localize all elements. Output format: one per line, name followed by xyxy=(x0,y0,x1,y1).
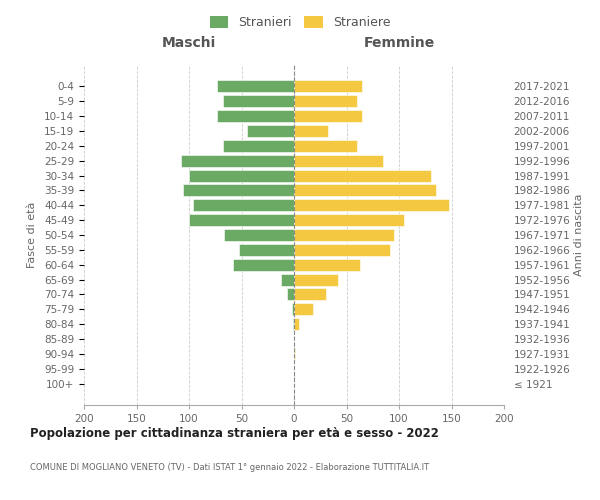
Bar xyxy=(189,214,294,226)
Bar xyxy=(294,200,449,211)
Y-axis label: Fasce di età: Fasce di età xyxy=(27,202,37,268)
Bar xyxy=(223,140,294,152)
Bar xyxy=(239,244,294,256)
Text: COMUNE DI MOGLIANO VENETO (TV) - Dati ISTAT 1° gennaio 2022 - Elaborazione TUTTI: COMUNE DI MOGLIANO VENETO (TV) - Dati IS… xyxy=(30,463,429,472)
Bar xyxy=(294,304,313,315)
Text: Femmine: Femmine xyxy=(364,36,434,50)
Bar xyxy=(294,274,338,285)
Bar xyxy=(294,348,295,360)
Bar xyxy=(217,80,294,92)
Bar xyxy=(294,155,383,166)
Bar xyxy=(287,288,294,300)
Bar xyxy=(294,214,404,226)
Bar xyxy=(224,229,294,241)
Bar xyxy=(217,110,294,122)
Bar xyxy=(292,304,294,315)
Bar xyxy=(223,96,294,107)
Bar xyxy=(294,96,357,107)
Y-axis label: Anni di nascita: Anni di nascita xyxy=(574,194,584,276)
Bar xyxy=(294,184,436,196)
Bar xyxy=(293,318,294,330)
Bar xyxy=(294,229,394,241)
Bar xyxy=(281,274,294,285)
Bar xyxy=(294,318,299,330)
Bar xyxy=(294,170,431,181)
Bar xyxy=(294,110,362,122)
Bar xyxy=(182,184,294,196)
Bar xyxy=(233,259,294,270)
Bar xyxy=(189,170,294,181)
Legend: Stranieri, Straniere: Stranieri, Straniere xyxy=(205,11,395,34)
Bar xyxy=(294,259,360,270)
Bar xyxy=(294,288,325,300)
Bar xyxy=(294,125,328,137)
Bar xyxy=(247,125,294,137)
Bar xyxy=(294,244,389,256)
Bar xyxy=(294,80,362,92)
Text: Maschi: Maschi xyxy=(162,36,216,50)
Bar xyxy=(193,200,294,211)
Bar xyxy=(181,155,294,166)
Bar xyxy=(294,140,357,152)
Text: Popolazione per cittadinanza straniera per età e sesso - 2022: Popolazione per cittadinanza straniera p… xyxy=(30,428,439,440)
